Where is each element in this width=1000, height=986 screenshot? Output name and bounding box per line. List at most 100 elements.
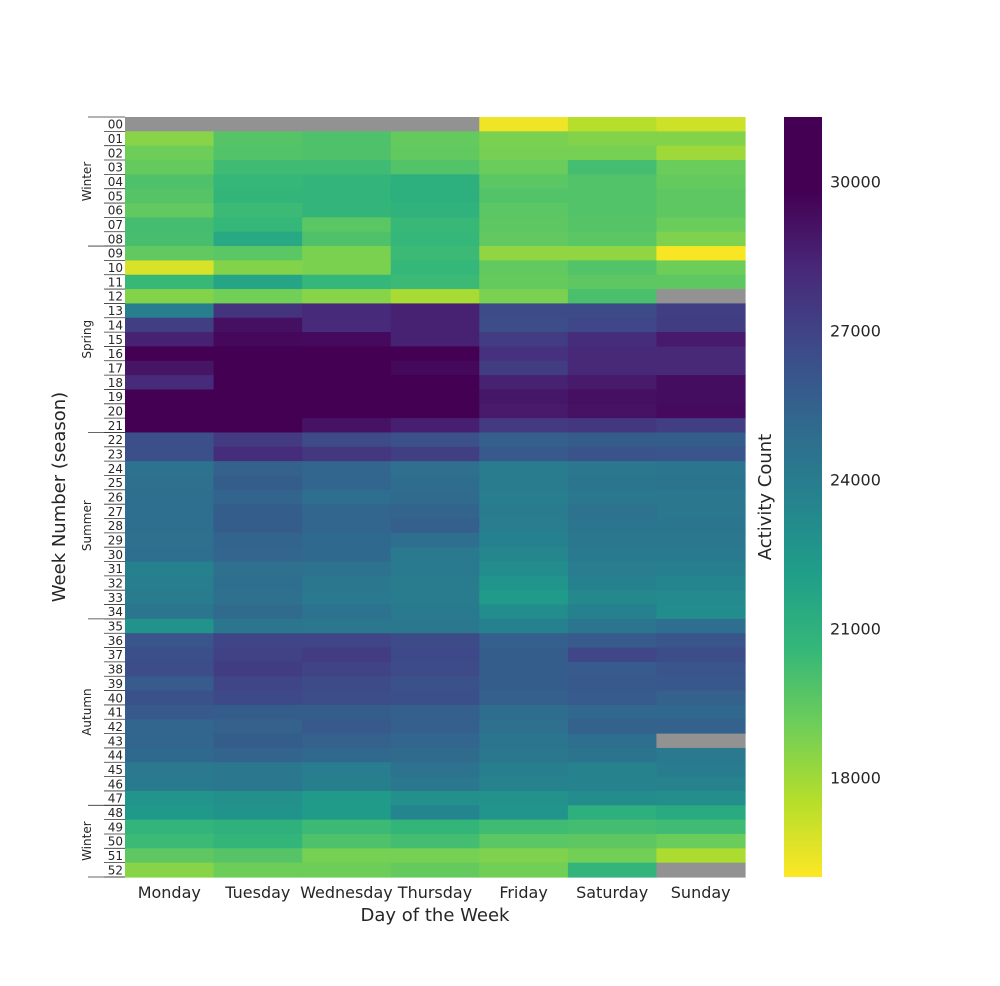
heatmap-cell	[125, 633, 215, 649]
x-tick-label: Saturday	[576, 883, 648, 902]
heatmap-cell	[302, 231, 392, 247]
heatmap-cell	[567, 332, 658, 348]
heatmap-cell	[479, 375, 569, 391]
heatmap-cell	[567, 274, 658, 290]
heatmap-cell	[479, 690, 569, 706]
heatmap-cell	[302, 117, 392, 132]
heatmap-cell	[213, 403, 303, 419]
heatmap-cell	[213, 819, 303, 835]
x-tick-label: Monday	[138, 883, 201, 902]
heatmap-cell	[567, 504, 658, 520]
heatmap-cell	[479, 160, 569, 175]
heatmap-cell	[390, 518, 480, 534]
heatmap-cell	[213, 217, 303, 233]
heatmap-cell	[302, 160, 392, 175]
y-tick-label: 11	[108, 275, 123, 289]
y-tick-label: 47	[108, 792, 123, 806]
heatmap-cell	[213, 604, 303, 620]
colorbar-label: Activity Count	[755, 434, 776, 561]
heatmap-cell	[656, 217, 746, 233]
heatmap-cell	[479, 848, 569, 864]
heatmap-cell	[567, 647, 658, 663]
heatmap-cell	[479, 174, 569, 190]
heatmap-cell	[302, 246, 392, 261]
heatmap-cell	[656, 332, 746, 348]
heatmap-cell	[656, 633, 746, 649]
y-tick-label: 49	[108, 820, 123, 834]
heatmap-cell	[479, 604, 569, 620]
heatmap-cell	[567, 690, 658, 706]
heatmap-cell	[656, 575, 746, 591]
heatmap-cell	[213, 805, 303, 821]
heatmap-cell	[567, 303, 658, 319]
heatmap-cell	[390, 633, 480, 649]
y-tick-label: 44	[108, 749, 123, 763]
heatmap-cell	[213, 647, 303, 663]
heatmap-cell	[213, 518, 303, 534]
heatmap-cell	[125, 733, 215, 749]
heatmap-cell	[479, 446, 569, 462]
heatmap-cell	[213, 446, 303, 462]
y-tick-label: 10	[108, 261, 123, 275]
y-tick-label: 24	[108, 462, 123, 476]
heatmap-cell	[390, 461, 480, 477]
y-tick-label: 26	[108, 491, 123, 505]
heatmap-cell	[567, 246, 658, 261]
heatmap-cell	[390, 332, 480, 348]
y-tick-label: 48	[108, 806, 123, 820]
heatmap-cell	[125, 446, 215, 462]
heatmap-cell	[213, 360, 303, 376]
y-tick-label: 29	[108, 534, 123, 548]
heatmap-cell	[479, 346, 569, 362]
heatmap-cell	[390, 676, 480, 692]
heatmap-cell	[656, 160, 746, 175]
heatmap-cell	[302, 776, 392, 792]
heatmap-cell	[302, 848, 392, 864]
heatmap-cell	[125, 604, 215, 620]
y-tick-label: 51	[108, 849, 123, 863]
heatmap-cell	[213, 776, 303, 792]
heatmap-cell	[302, 590, 392, 606]
heatmap-cell	[479, 489, 569, 505]
heatmap-cell	[390, 217, 480, 233]
heatmap-cell	[656, 346, 746, 362]
heatmap-cell	[302, 203, 392, 218]
heatmap-cell	[302, 174, 392, 190]
heatmap-cell	[656, 289, 746, 305]
heatmap-cell	[656, 618, 746, 634]
heatmap-cell	[213, 561, 303, 577]
heatmap-cell	[479, 676, 569, 692]
y-tick-label: 08	[108, 232, 123, 246]
heatmap-cell	[125, 590, 215, 606]
heatmap-cell	[302, 561, 392, 577]
y-tick-label: 28	[108, 519, 123, 533]
season-label: Autumn	[80, 688, 94, 735]
heatmap-cell	[479, 231, 569, 247]
heatmap-cell	[213, 160, 303, 175]
heatmap-cell	[213, 833, 303, 849]
heatmap-cell	[567, 346, 658, 362]
heatmap-cell	[125, 188, 215, 204]
heatmap-cell	[656, 461, 746, 477]
x-tick-label: Friday	[499, 883, 548, 902]
season-label: Winter	[80, 162, 94, 202]
y-tick-label: 35	[108, 620, 123, 634]
heatmap-cell	[567, 475, 658, 491]
heatmap-cell	[656, 518, 746, 534]
heatmap-cell	[125, 432, 215, 448]
y-tick-labels: 0001020304050607080910111213141516171819…	[104, 118, 125, 878]
heatmap-cell	[125, 303, 215, 319]
heatmap-cell	[567, 518, 658, 534]
heatmap-cell	[302, 532, 392, 548]
heatmap-cell	[302, 547, 392, 563]
y-tick-label: 15	[108, 333, 123, 347]
heatmap-cell	[479, 246, 569, 261]
heatmap-cell	[390, 719, 480, 735]
heatmap-cell	[390, 690, 480, 706]
heatmap-cell	[567, 317, 658, 333]
heatmap-cell	[656, 848, 746, 864]
heatmap-cell	[302, 819, 392, 835]
heatmap-cell	[656, 246, 746, 261]
heatmap-cell	[302, 833, 392, 849]
